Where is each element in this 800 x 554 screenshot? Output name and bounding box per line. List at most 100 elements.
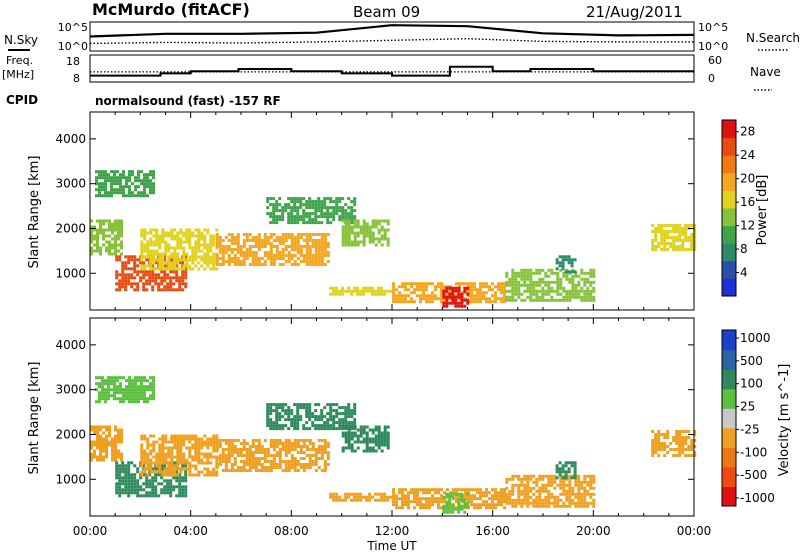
data-cell [145,485,149,489]
data-cell [547,292,551,296]
data-cell [544,486,548,490]
data-cell [173,470,177,474]
data-cell [143,461,147,465]
data-cell [335,412,339,416]
data-cell [167,452,171,456]
data-cell [446,488,449,492]
data-cell [104,400,107,404]
data-cell [553,280,557,284]
data-cell [236,236,240,239]
data-cell [102,222,105,226]
data-cell [580,480,584,484]
data-cell [209,473,213,477]
data-cell [687,454,691,457]
data-cell [155,234,159,238]
data-cell [236,451,240,454]
data-cell [347,440,351,444]
data-cell [401,506,404,510]
data-cell [491,294,494,298]
colorbar-tick-label: 24 [740,148,755,162]
data-cell [134,185,137,189]
data-cell [149,179,152,183]
data-cell [151,482,155,486]
data-cell [128,391,131,395]
data-cell [163,288,167,292]
data-cell [586,277,590,281]
data-cell [338,215,342,219]
data-cell [154,488,158,492]
data-cell [308,448,312,451]
data-cell [245,463,249,466]
x-tick-label: 08:00 [274,524,309,538]
data-cell [176,446,180,450]
data-cell [218,257,222,260]
data-cell [547,477,551,481]
data-cell [287,427,291,431]
data-cell [344,498,348,502]
data-cell [377,434,381,438]
data-cell [108,246,111,250]
data-cell [163,276,167,280]
data-cell [497,503,500,507]
data-cell [422,491,425,495]
data-cell [121,273,125,277]
data-cell [143,452,147,456]
data-cell [308,218,312,222]
data-cell [455,488,458,492]
data-cell [476,497,479,501]
data-cell [161,434,165,438]
data-cell [482,297,485,301]
data-cell [320,239,324,242]
data-cell [538,495,542,499]
data-cell [191,261,195,265]
data-cell [317,257,321,260]
data-cell [308,215,312,219]
data-cell [155,237,159,241]
data-cell [140,464,144,468]
data-cell [287,460,291,463]
noise-tick-bottom-left: 10^0 [58,40,88,53]
data-cell [275,203,279,207]
data-cell [167,249,171,253]
data-cell [278,263,282,266]
data-cell [140,267,144,271]
data-cell [191,249,195,253]
data-cell [266,403,270,407]
data-cell [167,267,171,271]
data-cell [281,427,285,431]
data-cell [362,428,366,432]
data-cell [260,239,264,242]
data-cell [320,409,324,413]
data-cell [287,412,291,416]
data-cell [114,440,117,444]
data-cell [257,236,261,239]
data-cell [296,200,300,204]
data-cell [583,280,587,284]
data-cell [173,264,177,268]
data-cell [140,391,143,395]
data-cell [362,286,366,290]
data-cell [176,231,180,235]
data-cell [517,289,521,293]
data-cell [236,260,240,263]
data-cell [517,492,521,496]
data-cell [188,267,192,271]
data-cell [473,294,476,298]
data-cell [230,451,234,454]
data-cell [151,276,155,280]
data-cell [200,234,204,238]
data-cell [491,488,494,492]
data-cell [681,445,685,448]
data-cell [278,406,282,410]
data-cell [558,467,562,471]
data-cell [284,236,288,239]
data-cell [131,397,134,401]
data-cell [108,428,111,432]
data-cell [529,277,533,281]
data-cell [368,237,372,241]
data-cell [104,179,107,183]
data-cell [116,388,119,392]
data-cell [371,219,375,223]
data-cell [145,494,149,498]
data-cell [275,424,279,428]
